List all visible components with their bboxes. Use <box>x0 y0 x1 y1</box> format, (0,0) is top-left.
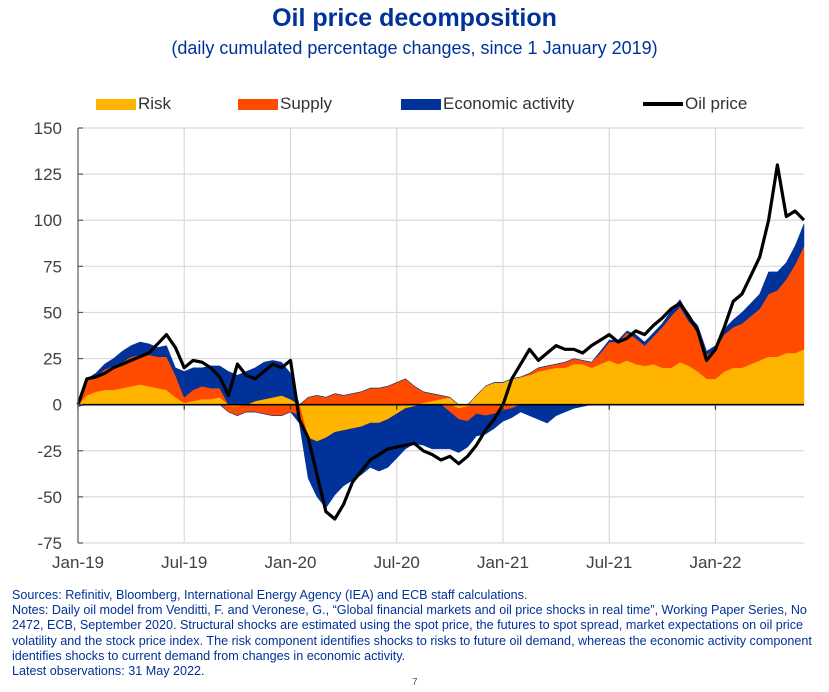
legend-item-oil-price: Oil price <box>643 94 747 114</box>
legend-item-economic-activity: Economic activity <box>401 94 574 114</box>
x-tick-label: Jan-22 <box>689 553 741 572</box>
x-tick-label: Jul-20 <box>374 553 420 572</box>
y-tick-label: 0 <box>53 396 62 415</box>
sources-text: Sources: Refinitiv, Bloomberg, Internati… <box>12 588 528 602</box>
chart-title: Oil price decomposition <box>272 4 557 32</box>
y-tick-label: 100 <box>34 211 62 230</box>
x-tick-label: Jan-21 <box>477 553 529 572</box>
x-tick-label: Jan-19 <box>52 553 104 572</box>
footnotes: Sources: Refinitiv, Bloomberg, Internati… <box>12 588 827 679</box>
legend-swatch-oil-price <box>643 102 683 106</box>
legend-swatch-risk <box>96 98 136 110</box>
x-axis-ticks: Jan-19 Jul-19 Jan-20 Jul-20 Jan-21 Jul-21 Jan-… <box>52 553 741 572</box>
y-tick-label: 150 <box>34 119 62 138</box>
page-number: 7 <box>412 677 418 688</box>
area-economic-activity-negative <box>77 404 804 509</box>
chart-subtitle: (daily cumulated percentage changes, sin… <box>171 38 658 58</box>
oil-price-line <box>76 163 806 521</box>
legend-label-economic-activity: Economic activity <box>443 94 575 113</box>
legend: Risk Supply Economic activity Oil price <box>0 94 829 114</box>
legend-swatch-supply <box>238 98 278 110</box>
axes <box>77 127 717 544</box>
y-tick-label: 50 <box>43 303 62 322</box>
y-tick-label: 125 <box>34 165 62 184</box>
legend-item-supply: Supply <box>238 94 332 114</box>
x-tick-label: Jul-21 <box>586 553 632 572</box>
y-tick-label: 75 <box>43 257 62 276</box>
y-tick-label: 25 <box>43 350 62 369</box>
legend-swatch-economic-activity <box>401 98 441 110</box>
area-economic-activity-positive <box>77 223 805 406</box>
notes-text: Notes: Daily oil model from Venditti, F.… <box>12 603 812 663</box>
x-tick-label: Jul-19 <box>161 553 207 572</box>
x-tick-label: Jan-20 <box>264 553 316 572</box>
latest-observation-text: Latest observations: 31 May 2022. <box>12 664 205 679</box>
legend-label-oil-price: Oil price <box>685 94 748 113</box>
oil-price-series <box>76 163 806 521</box>
legend-label-supply: Supply <box>280 94 332 113</box>
y-tick-label: -25 <box>37 442 62 461</box>
y-tick-label: -50 <box>37 488 62 507</box>
y-tick-label: -75 <box>37 534 62 553</box>
legend-item-risk: Risk <box>96 94 171 114</box>
y-axis-ticks: 150 125 100 75 50 25 0 -25 -50 -75 <box>34 119 62 553</box>
legend-label-risk: Risk <box>138 94 172 113</box>
